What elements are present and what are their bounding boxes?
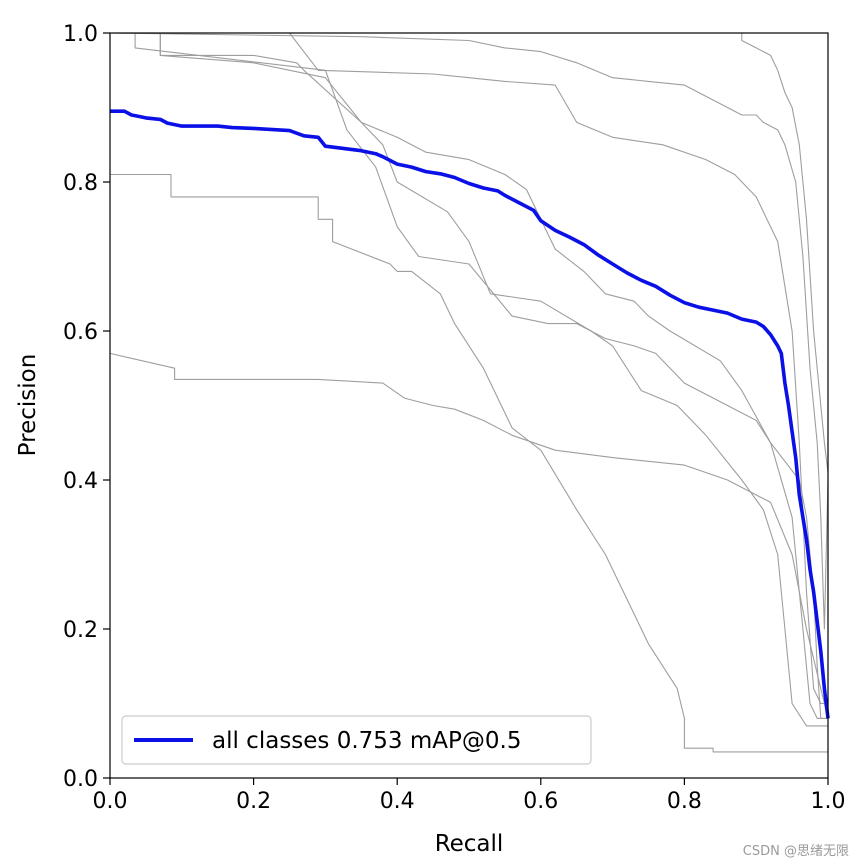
legend: all classes 0.753 mAP@0.5 bbox=[121, 715, 592, 765]
series-line-class-3 bbox=[110, 32, 828, 719]
watermark: CSDN @思绪无限 bbox=[742, 844, 849, 859]
y-tick-label: 0.0 bbox=[63, 767, 98, 792]
series-line-all-classes bbox=[110, 109, 830, 719]
x-tick-label: 0.0 bbox=[93, 789, 128, 814]
y-tick-label: 0.2 bbox=[63, 618, 98, 643]
series-line-class-6 bbox=[110, 32, 828, 705]
series-line-class-2 bbox=[110, 173, 828, 753]
x-axis-label: Recall bbox=[435, 831, 504, 857]
legend-label: all classes 0.753 mAP@0.5 bbox=[212, 728, 521, 754]
plot-frame bbox=[109, 32, 829, 779]
series-line-class-4 bbox=[110, 32, 828, 727]
legend-box bbox=[121, 715, 592, 765]
ticks-layer: 0.0 0.2 0.4 0.6 0.8 1.0 0.0 0.2 0.4 0.6 0.8 1.0 bbox=[63, 22, 846, 814]
x-tick-label: 0.6 bbox=[523, 789, 558, 814]
y-tick-label: 0.4 bbox=[63, 469, 98, 494]
y-tick-label: 0.8 bbox=[63, 171, 98, 196]
y-tick-label: 0.6 bbox=[63, 320, 98, 345]
series-line-class-7 bbox=[109, 32, 829, 630]
y-tick-label: 1.0 bbox=[63, 22, 98, 47]
y-axis-label: Precision bbox=[15, 354, 41, 457]
series-layer bbox=[109, 32, 830, 753]
series-line-class-5 bbox=[110, 32, 828, 719]
series-line-class-1 bbox=[109, 352, 829, 719]
series-line-class-8 bbox=[110, 32, 829, 473]
x-tick-label: 0.2 bbox=[236, 789, 271, 814]
x-tick-label: 1.0 bbox=[811, 789, 846, 814]
x-tick-label: 0.8 bbox=[667, 789, 702, 814]
x-tick-label: 0.4 bbox=[380, 789, 415, 814]
